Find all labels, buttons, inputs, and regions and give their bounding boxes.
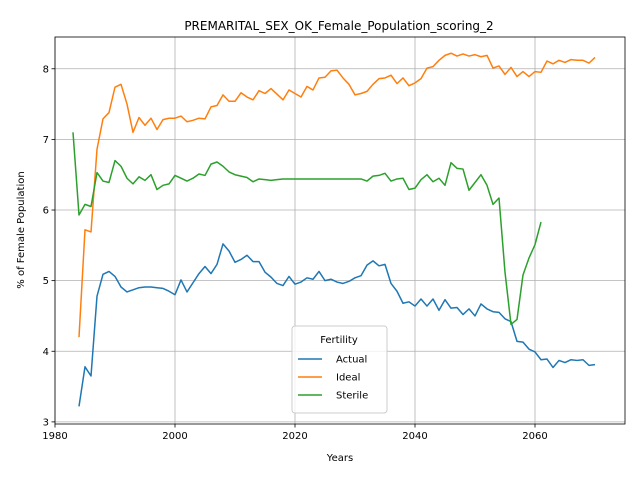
series-lines [72, 52, 596, 407]
y-tick-label: 6 [43, 206, 49, 217]
series-line-ideal [78, 52, 596, 338]
legend-label-actual: Actual [336, 355, 367, 366]
axis-ticks: 1980 2000 2020 2040 2060 3 4 5 6 7 8 [42, 64, 547, 442]
y-tick-label: 8 [43, 64, 49, 75]
y-tick-label: 5 [43, 276, 49, 287]
x-tick-label: 2040 [402, 431, 427, 442]
legend-title: Fertility [320, 335, 358, 346]
y-axis-label: % of Female Population [16, 171, 27, 288]
x-tick-label: 2060 [522, 431, 547, 442]
legend-label-sterile: Sterile [336, 391, 368, 402]
series-line-actual [78, 243, 596, 407]
x-tick-label: 2000 [162, 431, 187, 442]
grid [54, 37, 625, 424]
y-tick-label: 3 [43, 417, 49, 428]
x-tick-label: 1980 [42, 431, 67, 442]
legend-items: Actual Ideal Sterile [298, 355, 368, 402]
chart-title: PREMARITAL_SEX_OK_Female_Population_scor… [184, 19, 493, 33]
series-line-sterile [72, 132, 542, 326]
plot-frame [54, 36, 626, 425]
x-tick-label: 2020 [282, 431, 307, 442]
x-axis-label: Years [326, 453, 353, 464]
legend-box [291, 325, 388, 414]
y-tick-label: 7 [43, 135, 49, 146]
legend-label-ideal: Ideal [336, 373, 360, 384]
legend: Fertility Actual Ideal Sterile [291, 325, 388, 414]
y-tick-label: 4 [43, 347, 49, 358]
